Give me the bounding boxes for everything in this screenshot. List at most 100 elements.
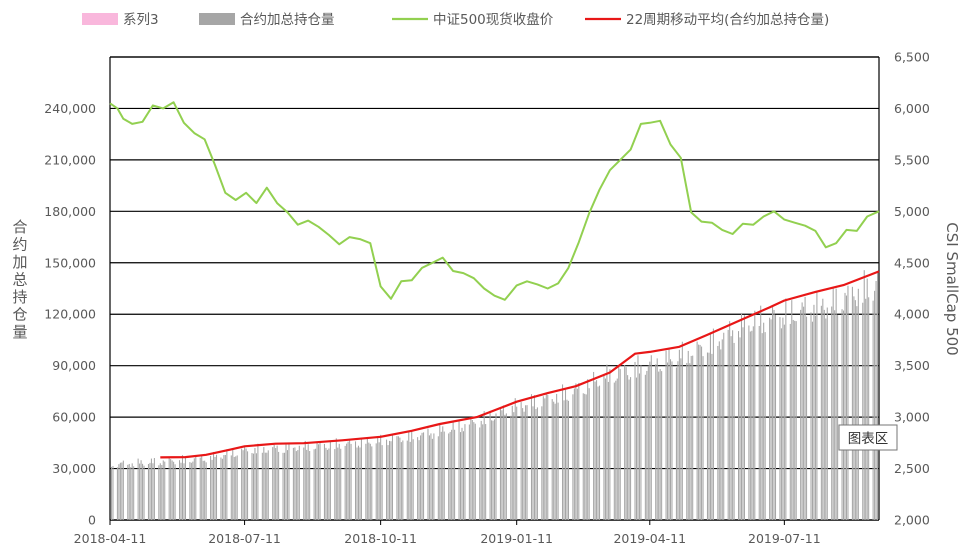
open-interest-bar	[578, 382, 580, 520]
open-interest-bar	[241, 448, 243, 520]
open-interest-bar	[566, 399, 568, 520]
open-interest-bar	[866, 278, 868, 520]
open-interest-bar	[677, 361, 679, 520]
open-interest-bar	[649, 361, 651, 520]
open-interest-bar	[213, 451, 215, 520]
open-interest-bar	[306, 449, 308, 520]
open-interest-bar	[523, 411, 525, 520]
open-interest-bar	[162, 460, 164, 520]
open-interest-bar	[599, 385, 601, 520]
open-interest-bar	[655, 364, 657, 520]
open-interest-bar	[835, 288, 837, 520]
open-interest-bar	[354, 441, 357, 520]
open-interest-bar	[143, 465, 145, 520]
open-interest-bar	[273, 444, 275, 520]
open-interest-bar	[337, 447, 339, 520]
open-interest-bar	[338, 443, 340, 520]
open-interest-bar	[428, 435, 430, 520]
open-interest-bar	[874, 290, 876, 520]
open-interest-bar	[233, 456, 235, 520]
open-interest-bar	[346, 443, 348, 520]
open-interest-bar	[801, 302, 803, 520]
open-interest-bar	[752, 326, 754, 520]
right-tick-label: 2,500	[894, 461, 930, 476]
open-interest-bar	[774, 315, 777, 520]
open-interest-bar	[770, 319, 772, 520]
open-interest-bar	[769, 317, 771, 520]
open-interest-bar	[749, 331, 751, 520]
open-interest-bar	[872, 300, 874, 520]
open-interest-bar	[288, 442, 290, 520]
open-interest-bar	[554, 403, 556, 520]
open-interest-bar	[743, 315, 745, 520]
open-interest-bar	[411, 430, 413, 520]
x-tick-label: 2018-07-11	[208, 531, 281, 546]
open-interest-bar	[365, 443, 367, 520]
chart-area-tooltip: 图表区	[838, 424, 898, 451]
open-interest-bar	[137, 458, 139, 520]
open-interest-bar	[489, 410, 491, 520]
open-interest-bar	[606, 364, 608, 520]
open-interest-bar	[650, 355, 652, 520]
open-interest-bar	[201, 455, 203, 520]
open-interest-bar	[803, 306, 805, 520]
open-interest-bar	[844, 292, 846, 520]
open-interest-bar	[377, 438, 379, 520]
open-interest-bar	[572, 394, 574, 520]
open-interest-bar	[669, 359, 672, 520]
open-interest-bar	[318, 444, 320, 520]
open-interest-bar	[257, 443, 259, 520]
open-interest-bar	[742, 327, 744, 520]
price-line	[109, 101, 880, 301]
open-interest-bar	[624, 365, 626, 520]
open-interest-bar	[232, 449, 234, 520]
open-interest-bar	[204, 460, 206, 520]
open-interest-bar	[480, 420, 482, 520]
open-interest-bar	[820, 305, 822, 520]
open-interest-bar	[492, 420, 494, 520]
open-interest-bar	[505, 413, 507, 520]
open-interest-bar	[189, 462, 191, 520]
open-interest-bar	[730, 336, 732, 520]
open-interest-bar	[522, 408, 524, 520]
open-interest-bar	[516, 406, 518, 520]
open-interest-bar	[514, 398, 516, 520]
open-interest-bar	[826, 307, 828, 520]
open-interest-bar	[681, 341, 683, 520]
open-interest-bar	[847, 285, 849, 520]
open-interest-bar	[646, 370, 648, 520]
open-interest-bar	[142, 463, 144, 520]
open-interest-bar	[582, 393, 584, 520]
left-tick-label: 120,000	[44, 307, 96, 322]
open-interest-bar	[564, 389, 567, 520]
right-tick-label: 5,000	[894, 204, 930, 219]
left-tick-label: 60,000	[52, 410, 96, 425]
open-interest-bar	[717, 345, 719, 520]
open-interest-bar	[462, 431, 464, 520]
open-interest-bar	[357, 445, 359, 520]
open-interest-bar	[224, 454, 226, 520]
open-interest-bar	[179, 460, 181, 520]
x-tick-label: 2019-04-11	[613, 531, 686, 546]
open-interest-bar	[794, 320, 796, 520]
left-axis-title: 合约加总持仓量	[12, 218, 27, 341]
open-interest-bar	[282, 452, 284, 520]
open-interest-bar	[587, 379, 589, 520]
open-interest-bar	[772, 306, 774, 520]
open-interest-bar	[121, 462, 123, 520]
open-interest-bar	[495, 413, 497, 520]
open-interest-bar	[584, 393, 586, 520]
open-interest-bar	[387, 445, 389, 520]
open-interest-bar	[406, 440, 408, 520]
open-interest-bar	[665, 350, 667, 520]
open-interest-bar	[520, 402, 522, 520]
open-interest-bar	[192, 461, 194, 520]
open-interest-bar	[541, 406, 543, 520]
open-interest-bar	[334, 449, 336, 520]
open-interest-bar	[718, 341, 720, 520]
open-interest-bar	[702, 356, 704, 520]
open-interest-bar	[211, 459, 213, 520]
open-interest-bar	[773, 309, 775, 520]
open-interest-bar	[386, 439, 388, 520]
open-interest-bar	[309, 451, 311, 520]
